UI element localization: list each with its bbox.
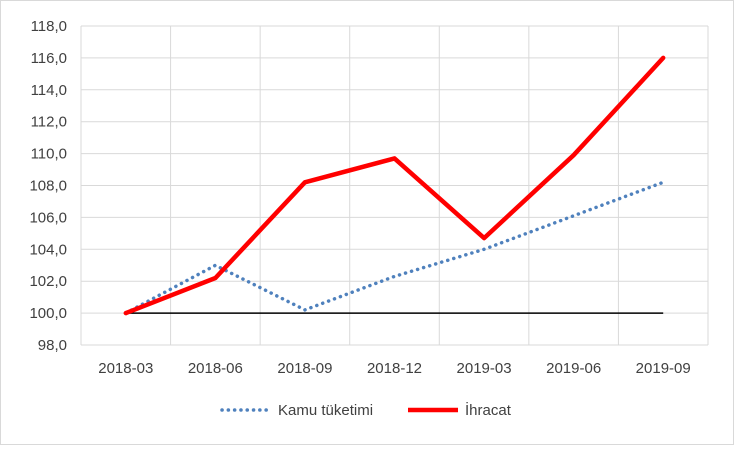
x-axis-tick-labels: 2018-03 2018-06 2018-09 2018-12 2019-03 2019-… xyxy=(98,360,690,377)
y-tick-label: 98,0 xyxy=(38,337,67,354)
series-layer xyxy=(123,55,666,316)
y-axis-tick-labels: 98,0 100,0 102,0 104,0 106,0 108,0 110,0 112,0 1… xyxy=(29,18,67,354)
gridlines xyxy=(80,25,709,346)
legend-label: Kamu tüketimi xyxy=(278,402,373,419)
x-tick-label: 2019-06 xyxy=(546,360,601,377)
y-tick-label: 114,0 xyxy=(31,82,67,99)
y-tick-label: 116,0 xyxy=(31,50,67,67)
legend-label: İhracat xyxy=(465,401,512,419)
y-tick-label: 108,0 xyxy=(29,178,67,195)
x-tick-label: 2018-03 xyxy=(98,360,153,377)
y-tick-label: 118,0 xyxy=(31,18,67,35)
y-tick-label: 104,0 xyxy=(29,241,67,258)
y-tick-label: 100,0 xyxy=(29,305,67,322)
series-line-ihracat xyxy=(123,55,666,316)
y-tick-label: 106,0 xyxy=(29,209,67,226)
y-tick-label: 112,0 xyxy=(31,114,67,131)
series-line-kamu-tuketimi xyxy=(124,180,665,315)
x-tick-label: 2018-09 xyxy=(277,360,332,377)
x-tick-label: 2018-06 xyxy=(188,360,243,377)
x-tick-label: 2019-03 xyxy=(457,360,512,377)
y-tick-label: 102,0 xyxy=(29,273,67,290)
legend: Kamu tüketimi İhracat xyxy=(220,401,512,419)
x-tick-label: 2019-09 xyxy=(636,360,691,377)
x-tick-label: 2018-12 xyxy=(367,360,422,377)
y-tick-label: 110,0 xyxy=(31,146,67,163)
